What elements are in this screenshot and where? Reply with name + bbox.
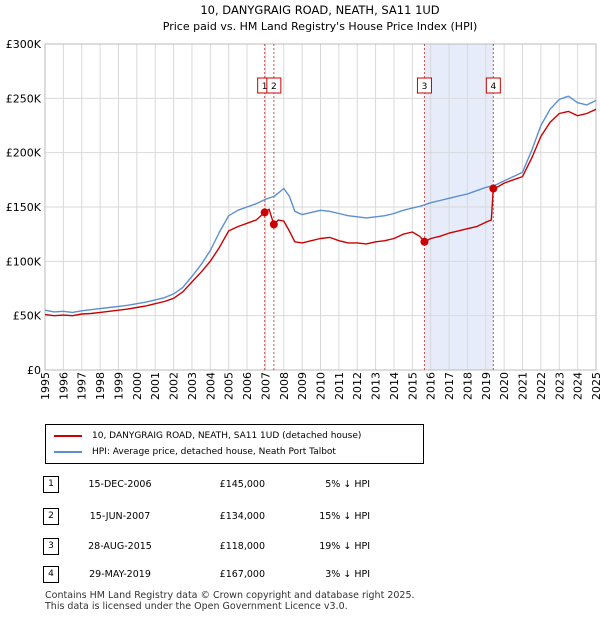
x-tick-label: 2000 (131, 372, 144, 400)
sale-point (420, 237, 429, 246)
x-tick-label: 2011 (333, 372, 346, 400)
y-tick-label: £300K (6, 38, 42, 51)
legend-item-hpi: HPI: Average price, detached house, Neat… (54, 445, 336, 459)
x-tick-label: 1998 (94, 372, 107, 400)
plot-frame (44, 43, 597, 371)
x-tick-label: 2010 (315, 372, 328, 400)
y-tick-label: £100K (6, 255, 42, 268)
x-tick-label: 2001 (149, 372, 162, 400)
x-tick-label: 2016 (425, 372, 438, 400)
transaction-price: £145,000 (219, 479, 265, 490)
x-tick-label: 2006 (241, 372, 254, 400)
marker-label-box (416, 77, 432, 94)
legend-item-property: 10, DANYGRAIG ROAD, NEATH, SA11 1UD (det… (54, 429, 361, 443)
transaction-number: 4 (43, 566, 59, 583)
transaction-hpi-diff: 15% ↓ HPI (319, 511, 370, 522)
transaction-number: 2 (43, 508, 59, 525)
x-tick-label: 1995 (39, 372, 52, 400)
legend: 10, DANYGRAIG ROAD, NEATH, SA11 1UD (det… (45, 424, 424, 464)
hpi-line (44, 95, 597, 314)
transaction-number: 1 (43, 476, 59, 493)
transaction-date: 28-AUG-2015 (88, 541, 152, 552)
transaction-row: 1 15-DEC-2006 £145,000 5% ↓ HPI (0, 475, 600, 495)
x-tick-label: 2015 (406, 372, 419, 400)
y-tick-label: £200K (6, 147, 42, 160)
x-tick-label: 1996 (57, 372, 70, 400)
x-tick-label: 2009 (296, 372, 309, 400)
x-tick-label: 2023 (553, 372, 566, 400)
transaction-price: £167,000 (219, 569, 265, 580)
transaction-row: 2 15-JUN-2007 £134,000 15% ↓ HPI (0, 507, 600, 527)
transaction-number: 3 (43, 538, 59, 555)
y-tick-label: £250K (6, 92, 42, 105)
y-tick-label: £50K (13, 310, 42, 323)
transaction-hpi-diff: 5% ↓ HPI (325, 479, 370, 490)
x-tick-label: 2002 (168, 372, 181, 400)
y-tick-label: £0 (27, 364, 41, 377)
x-tick-label: 2013 (370, 372, 383, 400)
price-chart: 10, DANYGRAIG ROAD, NEATH, SA11 1UD Pric… (6, 3, 600, 400)
x-tick-label: 2017 (443, 372, 456, 400)
y-tick-label: £150K (6, 201, 42, 214)
transaction-row: 4 29-MAY-2019 £167,000 3% ↓ HPI (0, 565, 600, 585)
x-tick-label: 2014 (388, 372, 401, 400)
x-tick-label: 2004 (204, 372, 217, 400)
x-tick-label: 2022 (535, 372, 548, 400)
x-tick-label: 2019 (480, 372, 493, 400)
marker-label-box (266, 77, 282, 94)
footer-licence: This data is licensed under the Open Gov… (45, 601, 348, 612)
transaction-hpi-diff: 19% ↓ HPI (319, 541, 370, 552)
x-tick-label: 1999 (112, 372, 125, 400)
marker-label-box (485, 77, 501, 94)
sale-point (489, 184, 498, 193)
x-tick-label: 2024 (572, 372, 585, 400)
transaction-date: 15-JUN-2007 (89, 511, 151, 522)
x-tick-label: 2003 (186, 372, 199, 400)
x-tick-label: 2012 (351, 372, 364, 400)
sale-point (260, 208, 269, 217)
sale-point (269, 220, 278, 229)
chart-title: 10, DANYGRAIG ROAD, NEATH, SA11 1UD (200, 3, 439, 17)
transaction-date: 29-MAY-2019 (89, 569, 151, 580)
x-tick-label: 2021 (517, 372, 530, 400)
hpi-line-swatch (54, 450, 82, 453)
footer: Contains HM Land Registry data © Crown c… (45, 590, 415, 612)
legend-property-label: 10, DANYGRAIG ROAD, NEATH, SA11 1UD (det… (92, 431, 362, 441)
transaction-hpi-diff: 3% ↓ HPI (325, 569, 370, 580)
x-tick-label: 1997 (76, 372, 89, 400)
transaction-price: £134,000 (219, 511, 265, 522)
footer-copyright: Contains HM Land Registry data © Crown c… (45, 590, 415, 601)
marker-label: 1 (262, 82, 268, 92)
chart-subtitle: Price paid vs. HM Land Registry's House … (163, 20, 478, 33)
x-tick-label: 2008 (278, 372, 291, 400)
x-tick-label: 2007 (259, 372, 272, 400)
x-tick-label: 2025 (590, 372, 600, 400)
x-tick-label: 2020 (498, 372, 511, 400)
marker-label: 4 (490, 82, 496, 92)
transaction-date: 15-DEC-2006 (88, 479, 152, 490)
transaction-price: £118,000 (219, 541, 265, 552)
x-tick-label: 2005 (223, 372, 236, 400)
x-tick-label: 2018 (461, 372, 474, 400)
plot-area: £0 £50K £100K £150K £200K £250K £300K 1995 1996 1… (6, 38, 600, 400)
marker-label: 2 (271, 82, 277, 92)
legend-hpi-label: HPI: Average price, detached house, Neat… (92, 447, 336, 457)
marker-label: 3 (422, 82, 428, 92)
property-line-swatch (54, 434, 82, 437)
transaction-row: 3 28-AUG-2015 £118,000 19% ↓ HPI (0, 537, 600, 557)
